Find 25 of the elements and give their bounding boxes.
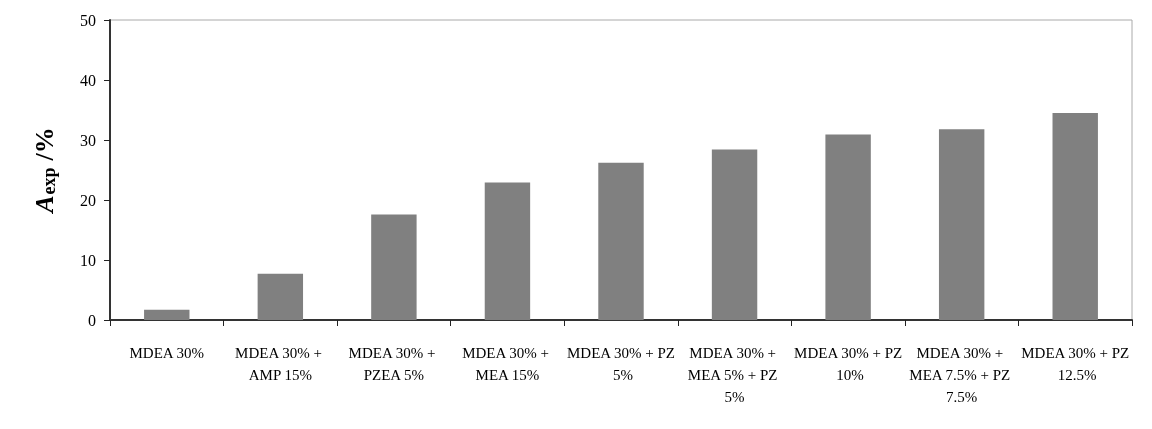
- x-tick-label: MDEA 30% + PZ 10%: [794, 345, 903, 383]
- x-tick-label: MDEA 30% + MEA 15%: [462, 345, 553, 383]
- x-tick-label: MDEA 30%: [129, 345, 205, 361]
- bar: [371, 214, 417, 320]
- bar: [938, 129, 985, 320]
- bar: [598, 162, 644, 320]
- x-tick-label: MDEA 30% + AMP 15%: [235, 345, 326, 383]
- x-tick-label: MDEA 30% + PZEA 5%: [348, 345, 440, 383]
- x-tick-label: MDEA 30% + PZ 5%: [566, 345, 676, 383]
- bar: [257, 273, 304, 320]
- bar: [1052, 113, 1098, 320]
- x-tick-label: MDEA 30% + MEA 5% + PZ 5%: [687, 345, 782, 405]
- bar: [484, 182, 531, 320]
- y-axis-title: Aexp/%: [29, 127, 59, 215]
- x-tick-label: MDEA 30% + PZ 12.5%: [1021, 345, 1130, 383]
- y-tick-label: 0: [88, 311, 96, 329]
- y-tick-label: 40: [80, 71, 96, 89]
- bar: [711, 149, 758, 320]
- y-tick-label: 30: [80, 131, 96, 149]
- y-tick-label: 20: [80, 191, 96, 209]
- bar: [825, 134, 871, 320]
- y-tick-label: 50: [80, 11, 96, 29]
- x-tick-label: MDEA 30% + MEA 7.5% + PZ 7.5%: [909, 345, 1015, 405]
- bar: [144, 309, 190, 320]
- y-tick-label: 10: [80, 251, 96, 269]
